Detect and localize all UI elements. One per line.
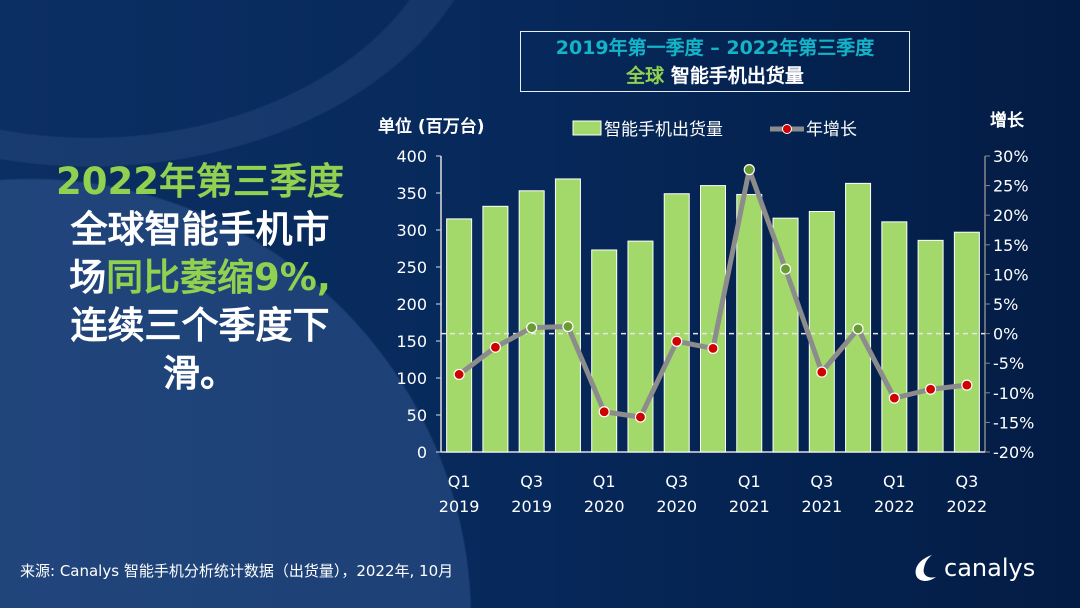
x-tick-label: Q3: [520, 472, 543, 491]
chart-title: 2019年第一季度 – 2022年第三季度 全球 智能手机出货量: [520, 31, 910, 92]
canalys-logo-icon: [915, 555, 936, 581]
x-tick-label: Q3: [810, 472, 833, 491]
bar: [953, 231, 980, 453]
legend-line-label: 年增长: [806, 120, 857, 140]
title-line2: 全球 智能手机出货量: [521, 62, 909, 90]
growth-point: [671, 335, 683, 347]
x-tick-label: Q3: [955, 472, 978, 491]
growth-point: [852, 323, 864, 335]
bar: [845, 182, 872, 453]
y2-tick-label: -5%: [993, 354, 1024, 373]
y-tick-label: 350: [396, 184, 427, 203]
x-tick-label-year: 2022: [874, 497, 915, 516]
y-tick-label: 250: [396, 258, 427, 277]
growth-point: [924, 383, 937, 395]
y2-tick-label: 10%: [993, 265, 1029, 284]
growth-point: [598, 406, 610, 418]
title-main: 智能手机出货量: [670, 65, 804, 87]
canalys-logo: canalys: [912, 553, 1062, 583]
y-tick-label: 300: [396, 221, 427, 240]
y2-axis-label: 增长: [990, 110, 1025, 131]
growth-point: [816, 366, 828, 378]
x-tick-label-year: 2022: [947, 497, 988, 516]
growth-point: [707, 342, 719, 354]
growth-point: [779, 263, 792, 275]
source-footnote: 来源: Canalys 智能手机分析统计数据（出货量），2022年, 10月: [20, 562, 454, 580]
legend-bar-swatch: [572, 120, 602, 136]
headline-line3: 场同比萎缩9%,: [30, 254, 370, 302]
growth-point: [489, 341, 501, 353]
bar: [772, 217, 799, 453]
y-tick-label: 100: [396, 369, 427, 388]
x-tick-label: Q1: [883, 472, 906, 491]
growth-point: [961, 379, 973, 391]
legend-bar-label: 智能手机出货量: [604, 120, 723, 140]
y-tick-label: 200: [396, 295, 427, 314]
headline: 2022年第三季度 全球智能手机市 场同比萎缩9%, 连续三个季度下 滑。: [30, 158, 370, 398]
bar: [736, 193, 763, 453]
x-tick-label-year: 2020: [584, 497, 625, 516]
x-tick-label-year: 2020: [656, 497, 697, 516]
growth-point: [526, 322, 538, 334]
x-tick-label: Q1: [448, 472, 471, 491]
legend-line-marker: [782, 124, 792, 134]
headline-line4: 连续三个季度下: [70, 304, 330, 347]
y2-tick-label: -15%: [993, 413, 1034, 432]
x-tick-label-year: 2021: [729, 497, 770, 516]
x-tick-label-year: 2019: [439, 497, 480, 516]
headline-line5: 滑。: [163, 352, 237, 395]
bar: [554, 178, 581, 453]
y-tick-label: 150: [396, 332, 427, 351]
x-tick-label: Q1: [738, 472, 761, 491]
x-tick-label-year: 2019: [511, 497, 552, 516]
bar: [808, 211, 835, 453]
growth-point: [634, 411, 647, 423]
y-tick-label: 400: [396, 147, 427, 166]
bar: [482, 205, 509, 453]
headline-line3b: 同比萎缩9%,: [106, 256, 331, 299]
title-prefix: 全球: [626, 65, 665, 87]
title-line1: 2019年第一季度 – 2022年第三季度: [555, 37, 875, 59]
x-tick-label: Q3: [665, 472, 688, 491]
y-tick-label: 0: [417, 443, 427, 462]
headline-line3a: 场: [69, 256, 107, 299]
y-tick-label: 50: [407, 406, 427, 425]
bar: [881, 221, 908, 453]
y2-tick-label: 15%: [993, 236, 1029, 255]
logo-text: canalys: [944, 554, 1036, 582]
y2-tick-label: 20%: [993, 206, 1029, 225]
headline-line2: 全球智能手机市: [70, 208, 330, 251]
bar: [446, 218, 473, 453]
y2-tick-label: 5%: [993, 295, 1018, 314]
y2-tick-label: 30%: [993, 147, 1029, 166]
growth-point: [562, 320, 574, 333]
growth-point: [888, 392, 900, 404]
y2-tick-label: -20%: [993, 443, 1034, 462]
x-tick-label: Q1: [593, 472, 616, 491]
y-axis-label: 单位 (百万台): [378, 116, 484, 137]
x-tick-label-year: 2021: [801, 497, 842, 516]
bar: [591, 249, 618, 453]
headline-line1: 2022年第三季度: [56, 160, 344, 203]
bar: [663, 193, 690, 453]
y2-tick-label: 25%: [993, 177, 1029, 196]
bar: [917, 239, 944, 453]
growth-point: [743, 164, 755, 176]
bar: [518, 190, 545, 453]
y2-tick-label: 0%: [993, 325, 1018, 344]
growth-point: [453, 368, 465, 381]
bar: [700, 185, 726, 453]
y2-tick-label: -10%: [993, 384, 1034, 403]
